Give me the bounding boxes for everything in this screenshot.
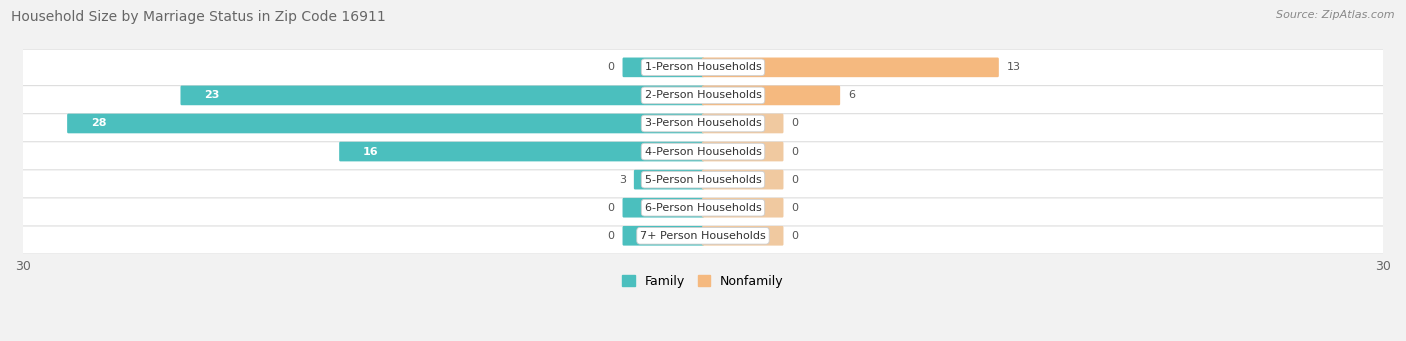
- FancyBboxPatch shape: [623, 198, 704, 218]
- FancyBboxPatch shape: [702, 114, 783, 133]
- Text: Source: ZipAtlas.com: Source: ZipAtlas.com: [1277, 10, 1395, 20]
- Text: 4-Person Households: 4-Person Households: [644, 147, 762, 157]
- Text: 0: 0: [792, 175, 799, 184]
- FancyBboxPatch shape: [702, 142, 783, 161]
- FancyBboxPatch shape: [702, 58, 998, 77]
- Text: 0: 0: [607, 231, 614, 241]
- Text: 13: 13: [1007, 62, 1021, 72]
- FancyBboxPatch shape: [8, 218, 1398, 254]
- Legend: Family, Nonfamily: Family, Nonfamily: [617, 270, 789, 293]
- FancyBboxPatch shape: [339, 142, 704, 161]
- FancyBboxPatch shape: [8, 49, 1398, 86]
- Text: 0: 0: [792, 147, 799, 157]
- FancyBboxPatch shape: [702, 226, 783, 246]
- Text: 7+ Person Households: 7+ Person Households: [640, 231, 766, 241]
- Text: 5-Person Households: 5-Person Households: [644, 175, 762, 184]
- Text: 28: 28: [91, 118, 107, 129]
- Text: 6: 6: [848, 90, 855, 100]
- Text: 3-Person Households: 3-Person Households: [644, 118, 762, 129]
- Text: 6-Person Households: 6-Person Households: [644, 203, 762, 213]
- Text: 0: 0: [607, 62, 614, 72]
- FancyBboxPatch shape: [67, 114, 704, 133]
- FancyBboxPatch shape: [623, 58, 704, 77]
- Text: 0: 0: [607, 203, 614, 213]
- Text: Household Size by Marriage Status in Zip Code 16911: Household Size by Marriage Status in Zip…: [11, 10, 387, 24]
- Text: 2-Person Households: 2-Person Households: [644, 90, 762, 100]
- Text: 0: 0: [792, 231, 799, 241]
- Text: 0: 0: [792, 118, 799, 129]
- Text: 1-Person Households: 1-Person Households: [644, 62, 762, 72]
- FancyBboxPatch shape: [634, 170, 704, 190]
- Text: 23: 23: [204, 90, 219, 100]
- Text: 16: 16: [363, 147, 378, 157]
- Text: 3: 3: [619, 175, 626, 184]
- FancyBboxPatch shape: [8, 133, 1398, 170]
- FancyBboxPatch shape: [8, 105, 1398, 142]
- FancyBboxPatch shape: [8, 190, 1398, 226]
- FancyBboxPatch shape: [702, 86, 841, 105]
- FancyBboxPatch shape: [8, 161, 1398, 198]
- FancyBboxPatch shape: [623, 226, 704, 246]
- FancyBboxPatch shape: [180, 86, 704, 105]
- Text: 0: 0: [792, 203, 799, 213]
- FancyBboxPatch shape: [8, 77, 1398, 114]
- FancyBboxPatch shape: [702, 198, 783, 218]
- FancyBboxPatch shape: [702, 170, 783, 190]
